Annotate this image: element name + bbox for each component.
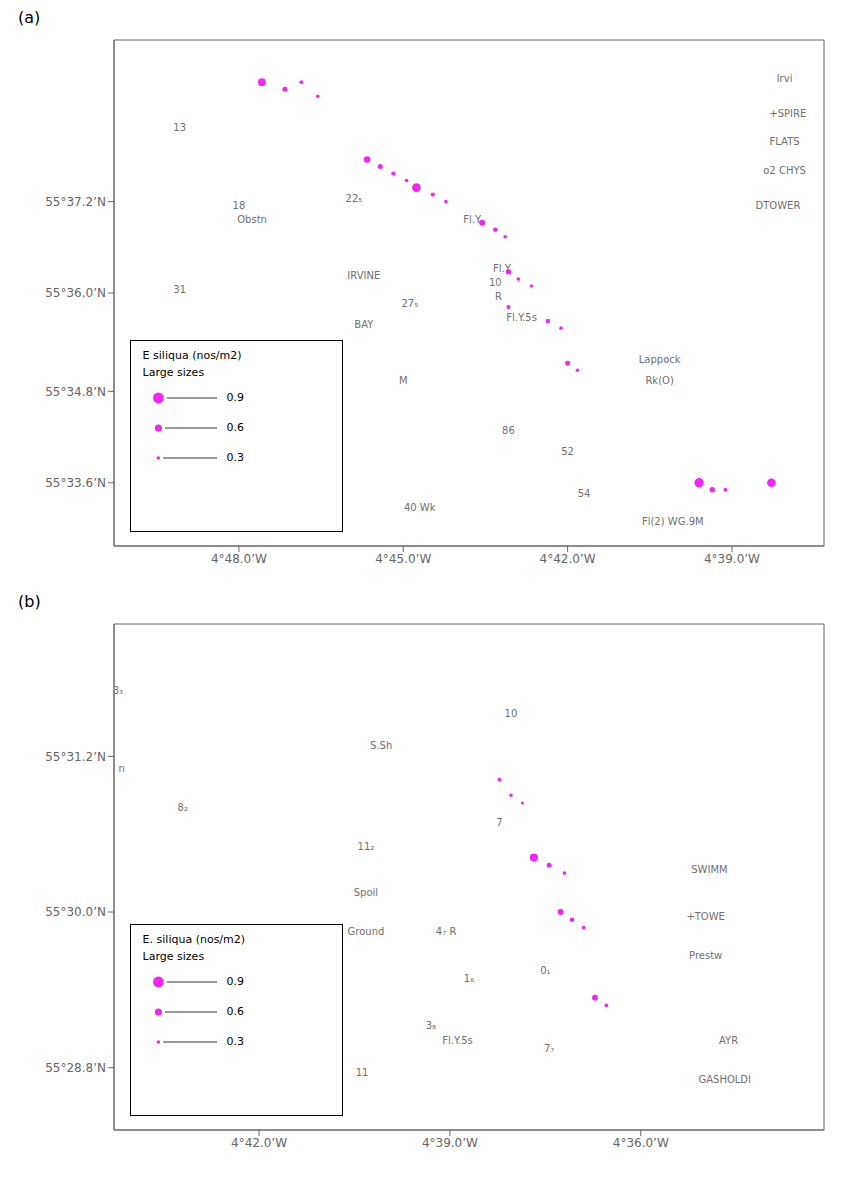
svg-text:11₂: 11₂ [358,841,375,852]
svg-text:3₃: 3₃ [114,685,123,696]
html-text:0.3: 0.3 [226,1035,245,1048]
svg-text:n: n [118,763,124,774]
svg-text:22₅: 22₅ [346,193,363,204]
html-text:0.6: 0.6 [226,1005,245,1018]
svg-text:11: 11 [356,1067,369,1078]
svg-text:Fl.Y.5s: Fl.Y.5s [442,1035,473,1046]
svg-text:55°37.2’N: 55°37.2’N [45,195,106,209]
svg-text:+TOWE: +TOWE [686,911,725,922]
svg-text:Fl(2) WG.9M: Fl(2) WG.9M [642,516,704,527]
svg-text:DTOWER: DTOWER [756,200,801,211]
svg-text:55°33.6’N: 55°33.6’N [45,476,106,490]
html-text:E siliqua (nos/m2): E siliqua (nos/m2) [142,348,242,362]
html-text:(a): (a) [18,8,41,27]
svg-text:8₂: 8₂ [178,802,188,813]
svg-text:40 Wk: 40 Wk [404,502,436,513]
html-text:E. siliqua (nos/m2): E. siliqua (nos/m2) [142,932,246,946]
svg-text:86: 86 [502,425,515,436]
svg-text:4°48.0’W: 4°48.0’W [211,552,267,566]
svg-text:31: 31 [173,284,186,295]
svg-text:4°39.0’W: 4°39.0’W [422,1136,478,1150]
svg-text:Fl.Y.5s: Fl.Y.5s [506,312,537,323]
svg-text:+SPIRE: +SPIRE [769,108,806,119]
svg-text:GASHOLDI: GASHOLDI [698,1074,751,1085]
svg-text:4°36.0’W: 4°36.0’W [613,1136,669,1150]
svg-text:13: 13 [173,122,186,133]
svg-text:Ground: Ground [348,926,385,937]
svg-text:52: 52 [561,446,574,457]
svg-text:Prestw: Prestw [689,950,722,961]
svg-text:18: 18 [233,200,246,211]
svg-text:55°30.0’N: 55°30.0’N [45,905,106,919]
svg-text:4₇ R: 4₇ R [436,926,457,937]
html-text:0.3: 0.3 [226,451,245,464]
svg-text:55°36.0’N: 55°36.0’N [45,286,106,300]
svg-text:54: 54 [578,488,591,499]
svg-text:Irvi: Irvi [777,73,793,84]
svg-text:27₅: 27₅ [401,298,418,309]
svg-text:Spoil: Spoil [354,887,378,898]
svg-text:7₇: 7₇ [544,1043,554,1054]
svg-text:BAY: BAY [354,319,374,330]
svg-text:55°34.8’N: 55°34.8’N [45,385,106,399]
svg-text:55°28.8’N: 55°28.8’N [45,1061,106,1075]
svg-text:SWIMM: SWIMM [691,864,727,875]
svg-text:Obstn: Obstn [237,214,267,225]
svg-text:IRVINE: IRVINE [347,270,380,281]
svg-text:R: R [495,291,502,302]
svg-text:4°45.0’W: 4°45.0’W [375,552,431,566]
svg-text:1₆: 1₆ [464,973,474,984]
svg-text:7: 7 [496,817,502,828]
html-text:0.9: 0.9 [226,975,245,988]
svg-text:10: 10 [505,708,518,719]
svg-text:AYR: AYR [719,1035,738,1046]
svg-text:FLATS: FLATS [770,136,800,147]
html-text:0.6: 0.6 [226,421,245,434]
svg-text:55°31.2’N: 55°31.2’N [45,750,106,764]
html-text:Large sizes: Large sizes [142,949,205,963]
html-text:Large sizes: Large sizes [142,365,205,379]
svg-text:M: M [399,375,408,386]
svg-text:o2 CHYS: o2 CHYS [763,165,806,176]
svg-text:4°39.0’W: 4°39.0’W [704,552,760,566]
svg-text:0₁: 0₁ [540,965,550,976]
svg-text:4°42.0’W: 4°42.0’W [540,552,596,566]
svg-text:Fl.Y: Fl.Y [463,213,482,225]
html-text:(b): (b) [18,592,41,611]
svg-text:4°42.0’W: 4°42.0’W [231,1136,287,1150]
svg-text:3₈: 3₈ [426,1020,436,1031]
html-text:0.9: 0.9 [226,391,245,404]
svg-text:S.Sh: S.Sh [370,740,392,751]
svg-text:Lappock: Lappock [639,354,681,365]
svg-text:Rk(O): Rk(O) [645,375,674,386]
svg-text:Fl.Y: Fl.Y [493,263,512,274]
svg-text:10: 10 [489,277,502,288]
